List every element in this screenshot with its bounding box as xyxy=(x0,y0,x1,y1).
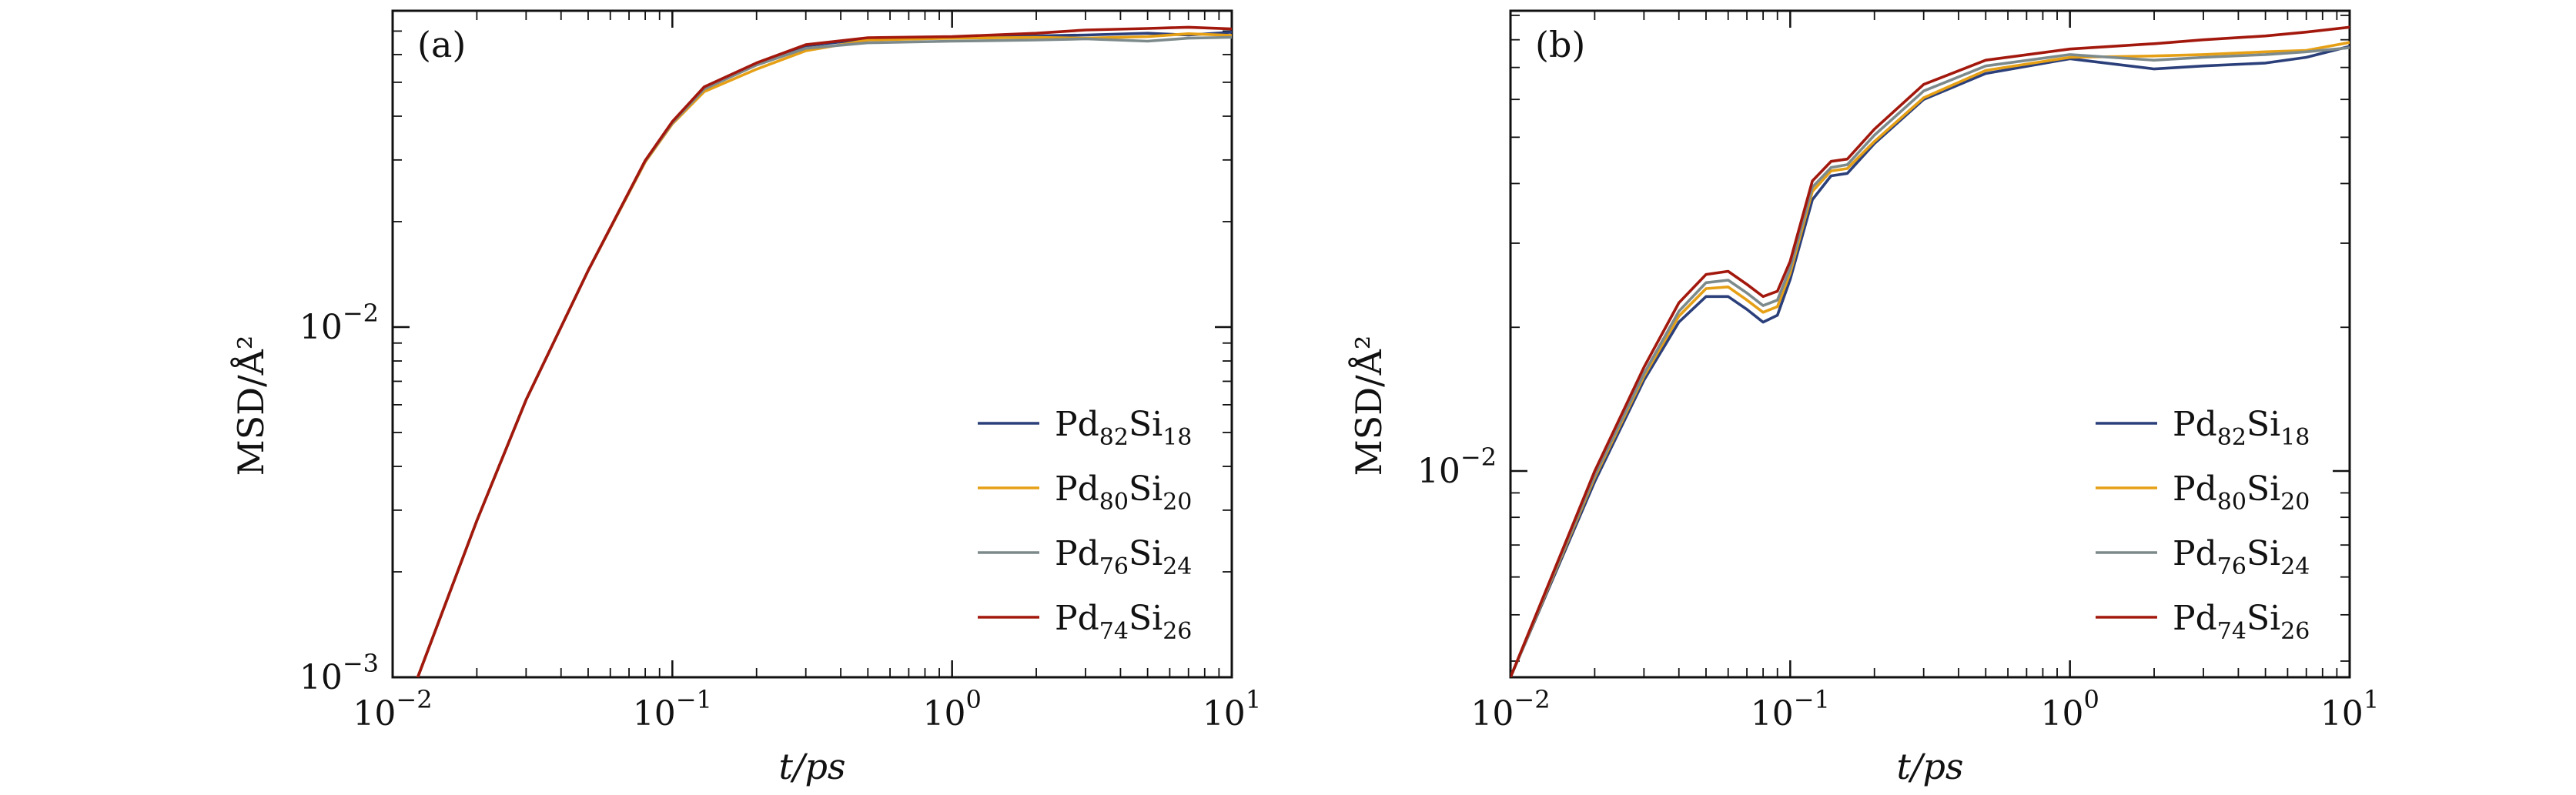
legend-label: Pd80Si20 xyxy=(2173,469,2310,516)
series-line-pd82si18 xyxy=(416,31,1232,677)
panel-label: (b) xyxy=(1535,24,1585,65)
series-line-pd80si20 xyxy=(1510,41,2350,677)
series-line-pd82si18 xyxy=(1510,45,2350,677)
x-tick-label: 100 xyxy=(2040,685,2099,733)
series-group xyxy=(1510,25,2350,677)
legend-label: Pd74Si26 xyxy=(2173,599,2310,645)
series-group xyxy=(416,25,1232,677)
legend-label: Pd76Si24 xyxy=(1055,534,1192,580)
x-tick-label: 10−2 xyxy=(353,685,432,733)
y-tick-label: 10−2 xyxy=(1417,443,1497,491)
legend-label: Pd76Si24 xyxy=(2173,534,2310,580)
panel-label: (a) xyxy=(417,24,466,65)
panel-a: 10−2 10−1 100 10110−310−2t/psMSD/Å²(a)Pd82S… xyxy=(229,9,1261,787)
legend-label: Pd80Si20 xyxy=(1055,469,1192,516)
x-tick-label: 101 xyxy=(2320,685,2379,733)
series-line-pd74si26 xyxy=(416,25,1232,677)
series-line-pd80si20 xyxy=(416,32,1232,677)
legend: Pd82Si18 Pd80Si20 Pd76Si24 Pd74Si26 xyxy=(2096,405,2310,645)
x-axis-label: t/ps xyxy=(1896,746,1963,787)
y-tick-label: 10−2 xyxy=(299,299,379,347)
y-tick-label: 10−3 xyxy=(299,649,379,697)
x-axis-label: t/ps xyxy=(778,746,845,787)
y-axis-label: MSD/Å² xyxy=(229,336,272,476)
plot-frame xyxy=(391,9,1233,679)
legend-label: Pd82Si18 xyxy=(2173,405,2310,451)
y-axis-label: MSD/Å² xyxy=(1347,336,1390,476)
x-tick-label: 10−2 xyxy=(1470,685,1550,733)
plot-frame xyxy=(1509,9,2351,679)
x-tick-label: 101 xyxy=(1203,685,1261,733)
panel-b: 10−2 10−1 100 10110−2t/psMSD/Å²(b)Pd82Si18P… xyxy=(1347,9,2379,787)
series-line-pd76si24 xyxy=(416,35,1232,677)
series-line-pd76si24 xyxy=(1510,46,2350,677)
legend-label: Pd82Si18 xyxy=(1055,405,1192,451)
x-tick-label: 100 xyxy=(922,685,981,733)
legend: Pd82Si18 Pd80Si20 Pd76Si24 Pd74Si26 xyxy=(978,405,1192,645)
legend-label: Pd74Si26 xyxy=(1055,599,1192,645)
x-tick-label: 10−1 xyxy=(1751,685,1830,733)
series-line-pd74si26 xyxy=(1510,25,2350,677)
x-tick-label: 10−1 xyxy=(633,685,712,733)
